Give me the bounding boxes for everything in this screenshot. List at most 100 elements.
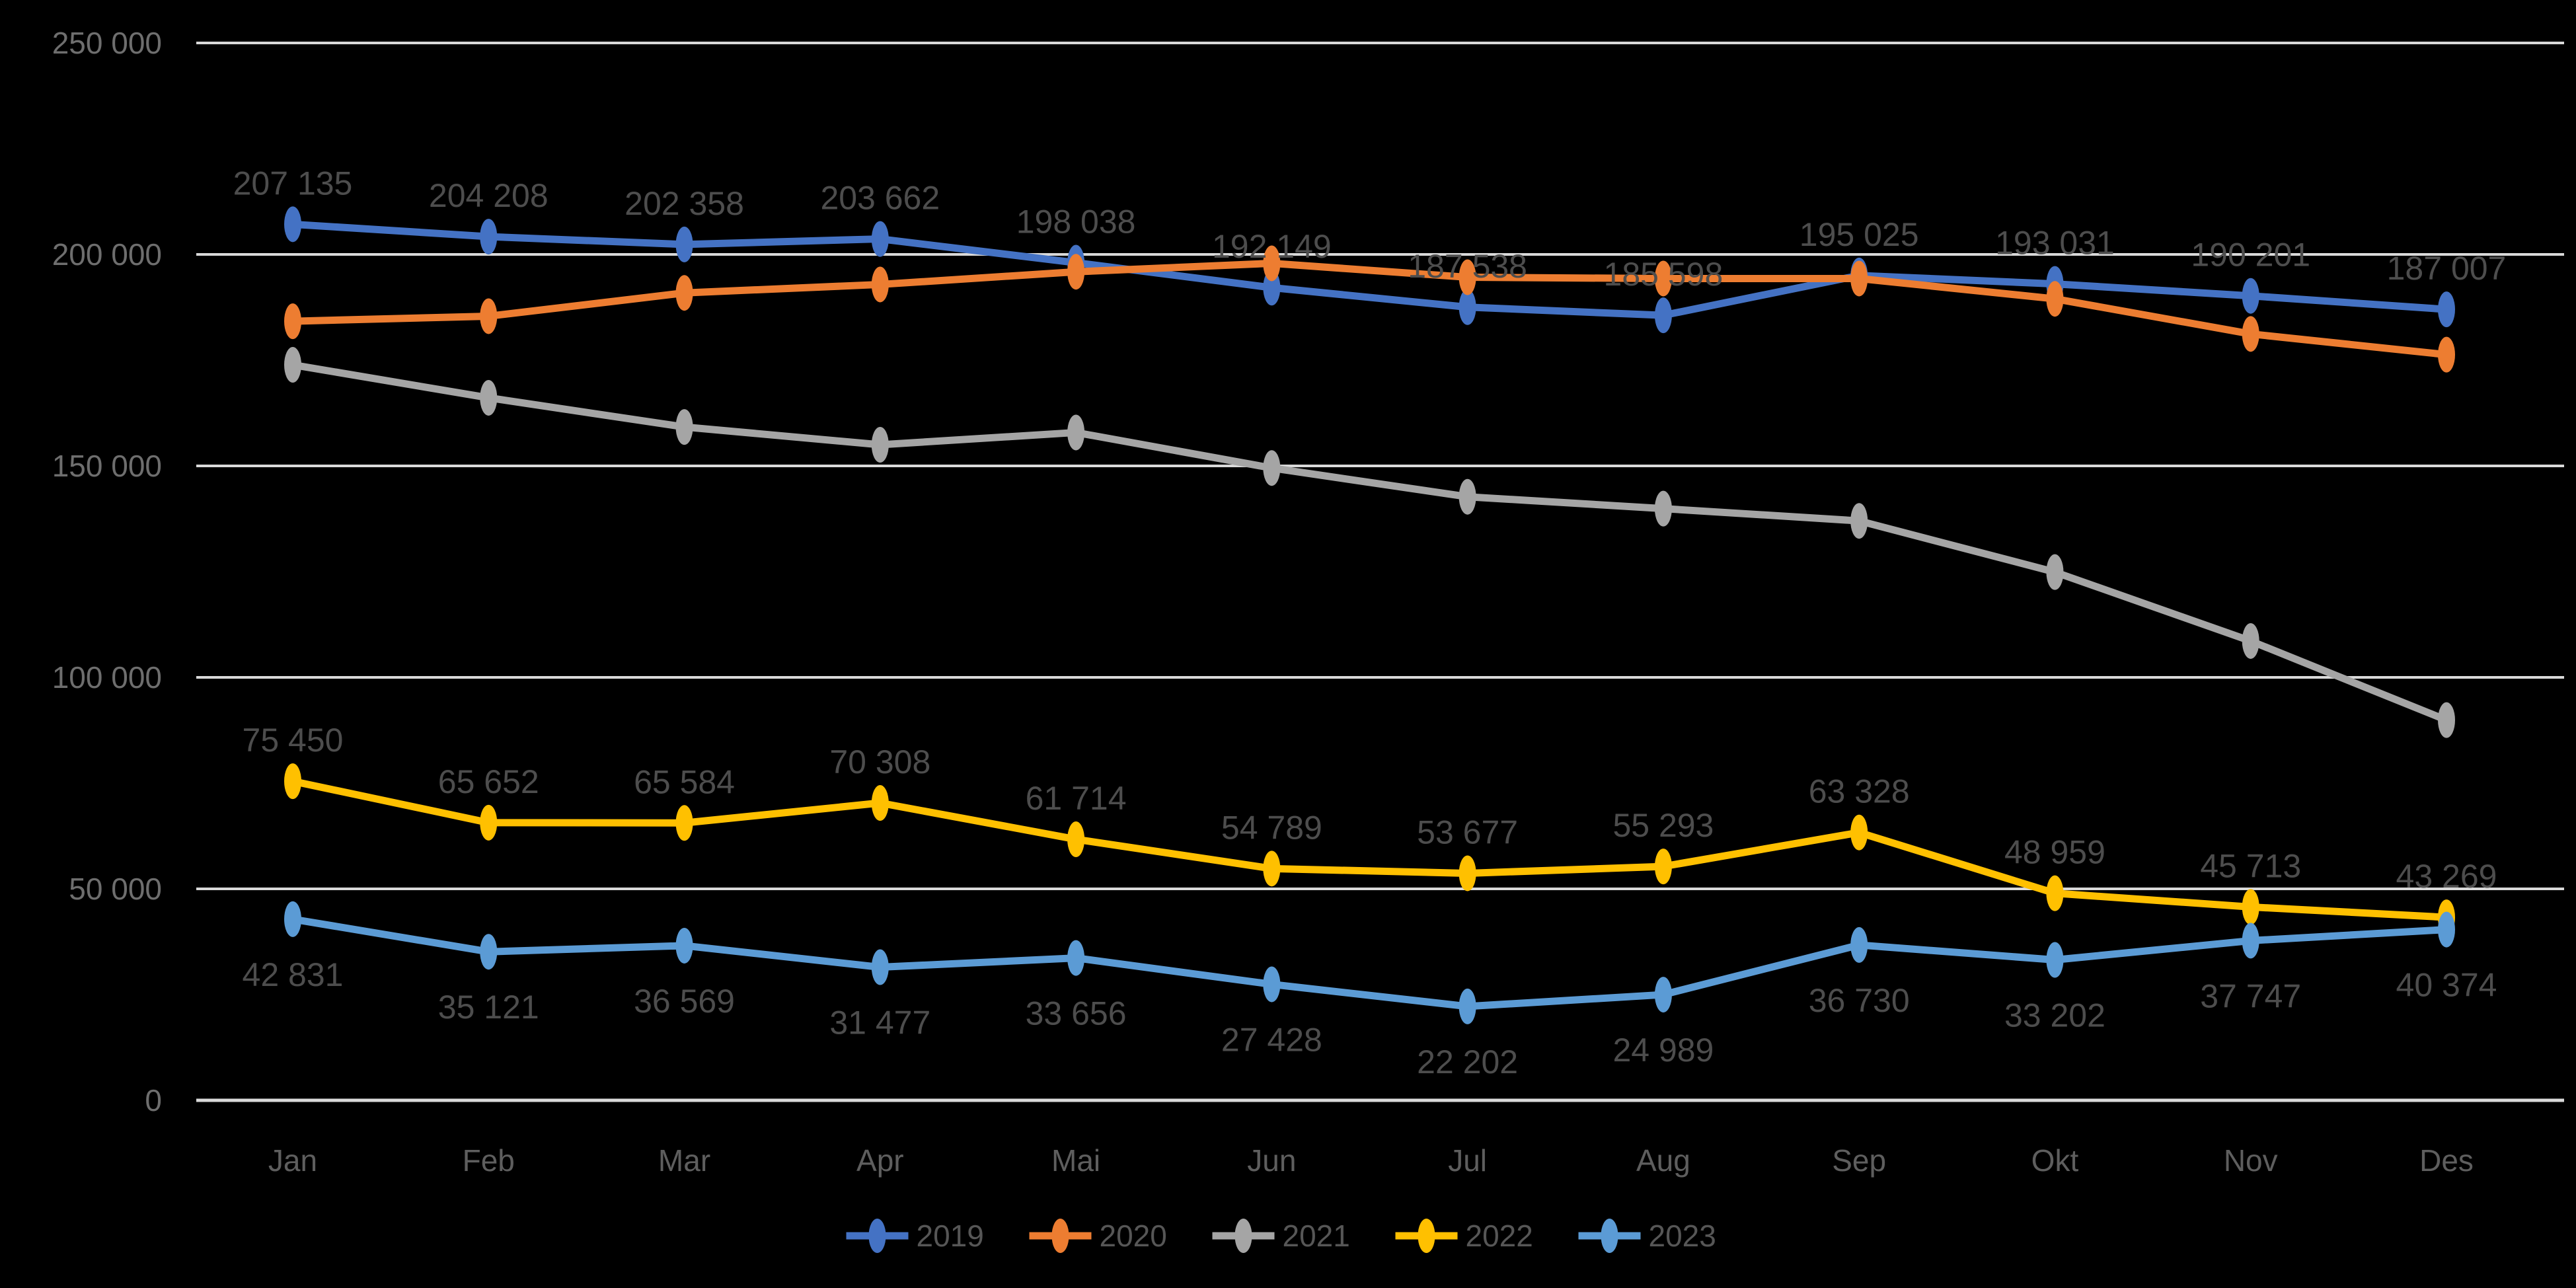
data-point-2020-Jun [1263, 245, 1281, 282]
data-label-2023-Jul: 22 202 [1417, 1043, 1518, 1080]
data-point-2022-Mar [675, 805, 693, 841]
legend-label-2021: 2021 [1283, 1219, 1350, 1253]
data-point-2021-Jul [1458, 478, 1476, 515]
data-label-2019-Nov: 190 201 [2191, 237, 2310, 274]
legend-item-2021: 2021 [1212, 1219, 1350, 1253]
data-point-2021-Mar [675, 409, 693, 445]
data-point-2019-Nov [2242, 278, 2259, 314]
data-point-2023-Mai [1067, 940, 1085, 976]
series-line-2023 [289, 915, 2450, 1010]
plot-area [284, 206, 2456, 1024]
data-point-2023-Feb [480, 934, 498, 970]
legend-item-2022: 2022 [1395, 1219, 1533, 1253]
data-label-2022-Jun: 54 789 [1221, 809, 1322, 846]
legend-item-2023: 2023 [1578, 1219, 1716, 1253]
data-point-2021-Sep [1850, 503, 1868, 539]
y-axis-tick-label: 150 000 [52, 449, 162, 483]
data-point-2019-Des [2438, 291, 2456, 328]
data-label-2019-Des: 187 007 [2387, 250, 2507, 287]
legend-marker-icon-2020 [1051, 1219, 1069, 1253]
data-point-2023-Mar [675, 927, 693, 964]
data-label-2019-Jun: 192 149 [1212, 228, 1332, 265]
data-point-2019-Apr [871, 221, 889, 257]
legend-label-2022: 2022 [1466, 1219, 1533, 1253]
data-label-2019-Okt: 193 031 [1995, 225, 2115, 262]
series-line-2022 [289, 777, 2450, 921]
data-label-2022-Mar: 65 584 [634, 763, 735, 800]
data-point-2023-Jan [284, 901, 301, 937]
data-point-2020-Mai [1067, 254, 1085, 290]
y-axis-tick-label: 50 000 [69, 872, 162, 906]
series-line-2019 [289, 220, 2450, 319]
data-point-2022-Apr [871, 785, 889, 821]
data-point-2023-Okt [2046, 942, 2064, 978]
y-axis-tick-label: 100 000 [52, 660, 162, 695]
data-point-2020-Mar [675, 275, 693, 311]
series-line-2021 [289, 361, 2450, 724]
legend-item-2019: 2019 [846, 1219, 984, 1253]
y-axis-tick-label: 250 000 [52, 26, 162, 60]
data-label-2023-Aug: 24 989 [1612, 1032, 1714, 1069]
data-label-2023-Feb: 35 121 [438, 989, 539, 1026]
data-point-2022-Okt [2046, 875, 2064, 911]
data-point-2019-Jan [284, 206, 301, 243]
series-line-2020 [289, 259, 2450, 359]
data-label-2022-Feb: 65 652 [438, 763, 539, 800]
data-label-2023-Des: 40 374 [2396, 967, 2497, 1004]
legend-marker-icon-2023 [1601, 1219, 1618, 1253]
x-axis-tick-label: Apr [856, 1143, 904, 1178]
x-axis-tick-label: Jun [1247, 1143, 1296, 1178]
data-point-2022-Jan [284, 763, 301, 800]
data-point-2021-Jun [1263, 450, 1281, 486]
series-2021 [284, 347, 2456, 738]
x-axis-tick-label: Aug [1636, 1143, 1690, 1178]
x-axis-tick-label: Des [2419, 1143, 2474, 1178]
legend-marker-icon-2022 [1418, 1219, 1435, 1253]
data-point-2023-Jun [1263, 966, 1281, 1003]
data-label-2019-Jan: 207 135 [233, 165, 353, 202]
data-label-2022-Aug: 55 293 [1612, 807, 1714, 844]
data-label-2023-Sep: 36 730 [1809, 982, 1910, 1019]
data-point-2021-Feb [480, 379, 498, 416]
data-label-2022-Apr: 70 308 [829, 743, 930, 780]
x-axis-tick-label: Feb [463, 1143, 515, 1178]
data-point-2022-Aug [1654, 849, 1672, 885]
data-label-2019-Sep: 195 025 [1799, 216, 1919, 253]
data-label-2023-Apr: 31 477 [829, 1004, 930, 1042]
data-label-2023-Okt: 33 202 [2004, 997, 2105, 1034]
data-point-2021-Mai [1067, 414, 1085, 451]
data-point-2023-Jul [1458, 988, 1476, 1024]
data-point-2021-Apr [871, 427, 889, 463]
data-point-2022-Mai [1067, 821, 1085, 858]
data-label-2019-Apr: 203 662 [820, 180, 940, 217]
data-label-2023-Jan: 42 831 [243, 956, 344, 993]
series-2023 [284, 901, 2456, 1024]
data-point-2020-Okt [2046, 281, 2064, 317]
x-axis-tick-label: Jan [268, 1143, 317, 1178]
x-axis: Jan Feb Mar Apr Mai Jun Jul Aug Sep Okt Nov Des [268, 1143, 2474, 1178]
data-label-2022-Mai: 61 714 [1026, 780, 1127, 817]
data-point-2022-Jul [1458, 855, 1476, 891]
data-point-2020-Apr [871, 266, 889, 303]
data-label-2022-Nov: 45 713 [2200, 847, 2301, 884]
y-axis-tick-label: 0 [145, 1083, 162, 1118]
data-label-2023-Nov: 37 747 [2200, 977, 2301, 1014]
legend: 2019 2020 2021 2022 2023 [846, 1219, 1716, 1253]
y-axis: 0 50 000 100 000 150 000 200 000 250 000 [52, 26, 2564, 1118]
data-label-2022-Okt: 48 959 [2004, 834, 2105, 871]
x-axis-tick-label: Nov [2224, 1143, 2278, 1178]
data-point-2023-Des [2438, 911, 2456, 948]
x-axis-tick-label: Sep [1832, 1143, 1886, 1178]
data-point-2019-Jul [1458, 289, 1476, 325]
legend-label-2019: 2019 [917, 1219, 984, 1253]
data-point-2020-Jul [1458, 259, 1476, 295]
data-point-2021-Nov [2242, 623, 2259, 659]
y-axis-tick-label: 200 000 [52, 237, 162, 272]
data-label-2023-Mai: 33 656 [1026, 995, 1127, 1032]
legend-item-2020: 2020 [1029, 1219, 1167, 1253]
data-point-2020-Feb [480, 298, 498, 334]
data-labels: 207 135 204 208 202 358 203 662 198 038 192 1… [233, 165, 2507, 1080]
data-point-2023-Apr [871, 949, 889, 985]
